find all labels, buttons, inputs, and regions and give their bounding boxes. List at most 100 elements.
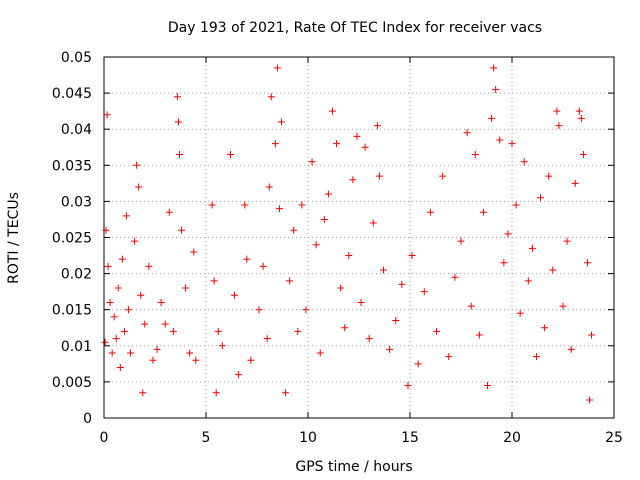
data-point: [586, 396, 594, 404]
data-point: [404, 382, 412, 390]
data-point: [408, 252, 416, 260]
data-point: [235, 371, 243, 379]
data-point: [145, 262, 153, 270]
data-point: [353, 132, 361, 140]
y-tick-label: 0.025: [52, 231, 92, 247]
data-point: [520, 158, 528, 166]
data-point: [308, 158, 316, 166]
data-point: [259, 262, 267, 270]
data-point: [392, 317, 400, 325]
data-point: [541, 324, 549, 332]
data-point: [345, 252, 353, 260]
plot-frame: [103, 56, 615, 419]
data-point: [375, 172, 383, 180]
data-point: [386, 345, 394, 353]
data-point: [267, 93, 275, 101]
data-point: [135, 183, 143, 191]
data-point: [290, 226, 298, 234]
data-point: [174, 118, 182, 126]
data-point: [320, 215, 328, 223]
data-point: [496, 136, 504, 144]
data-point: [373, 122, 381, 130]
data-point: [294, 327, 302, 335]
chart-title: Day 193 of 2021, Rate Of TEC Index for r…: [168, 20, 542, 36]
data-point: [282, 389, 290, 397]
data-point: [210, 277, 218, 285]
data-point: [141, 320, 149, 328]
data-point: [153, 345, 161, 353]
data-point: [445, 353, 453, 361]
data-point: [286, 277, 294, 285]
y-tick-label: 0.04: [61, 122, 92, 138]
data-point: [214, 327, 222, 335]
data-point: [488, 114, 496, 122]
data-point: [120, 327, 128, 335]
data-point: [484, 382, 492, 390]
data-point: [475, 331, 483, 339]
data-point: [532, 353, 540, 361]
data-point: [528, 244, 536, 252]
y-tick-label: 0.02: [61, 267, 92, 283]
data-point: [451, 273, 459, 281]
data-point: [133, 161, 141, 169]
data-point: [579, 150, 587, 158]
data-point: [226, 150, 234, 158]
data-point: [218, 342, 226, 350]
data-point: [492, 85, 500, 93]
data-point: [106, 298, 114, 306]
data-point: [161, 320, 169, 328]
x-tick-label: 10: [299, 430, 317, 446]
data-point: [312, 241, 320, 249]
data-point: [118, 255, 126, 263]
data-point: [341, 324, 349, 332]
x-axis-label: GPS time / hours: [295, 459, 412, 475]
data-point: [241, 201, 249, 209]
data-point: [328, 107, 336, 115]
data-point: [577, 114, 585, 122]
data-point: [247, 356, 255, 364]
data-point: [549, 266, 557, 274]
data-point: [583, 259, 591, 267]
data-point: [537, 194, 545, 202]
y-tick-label: 0.045: [52, 86, 92, 102]
data-point: [263, 335, 271, 343]
data-point: [275, 205, 283, 213]
data-point: [122, 212, 130, 220]
x-tick-label: 25: [605, 430, 623, 446]
y-tick-label: 0.035: [52, 158, 92, 174]
data-point: [175, 150, 183, 158]
y-tick-label: 0.015: [52, 303, 92, 319]
data-point: [273, 64, 281, 72]
data-point: [131, 237, 139, 245]
data-point: [553, 107, 561, 115]
data-point: [471, 150, 479, 158]
data-point: [439, 172, 447, 180]
data-point: [101, 338, 109, 346]
data-point: [178, 226, 186, 234]
data-point: [127, 349, 135, 357]
data-point: [108, 349, 116, 357]
data-point: [139, 389, 147, 397]
data-point: [508, 140, 516, 148]
data-point: [149, 356, 157, 364]
data-point: [255, 306, 263, 314]
data-point: [398, 280, 406, 288]
data-point: [186, 349, 194, 357]
data-point: [190, 248, 198, 256]
data-point: [112, 335, 120, 343]
data-point: [369, 219, 377, 227]
data-point: [379, 266, 387, 274]
data-point: [243, 255, 251, 263]
data-point: [524, 277, 532, 285]
data-point: [116, 363, 124, 371]
data-point: [555, 122, 563, 130]
data-point: [349, 176, 357, 184]
data-point: [208, 201, 216, 209]
data-point: [165, 208, 173, 216]
data-point: [182, 284, 190, 292]
data-point: [414, 360, 422, 368]
y-tick-label: 0.01: [61, 339, 92, 355]
data-point: [575, 107, 583, 115]
data-point: [271, 140, 279, 148]
